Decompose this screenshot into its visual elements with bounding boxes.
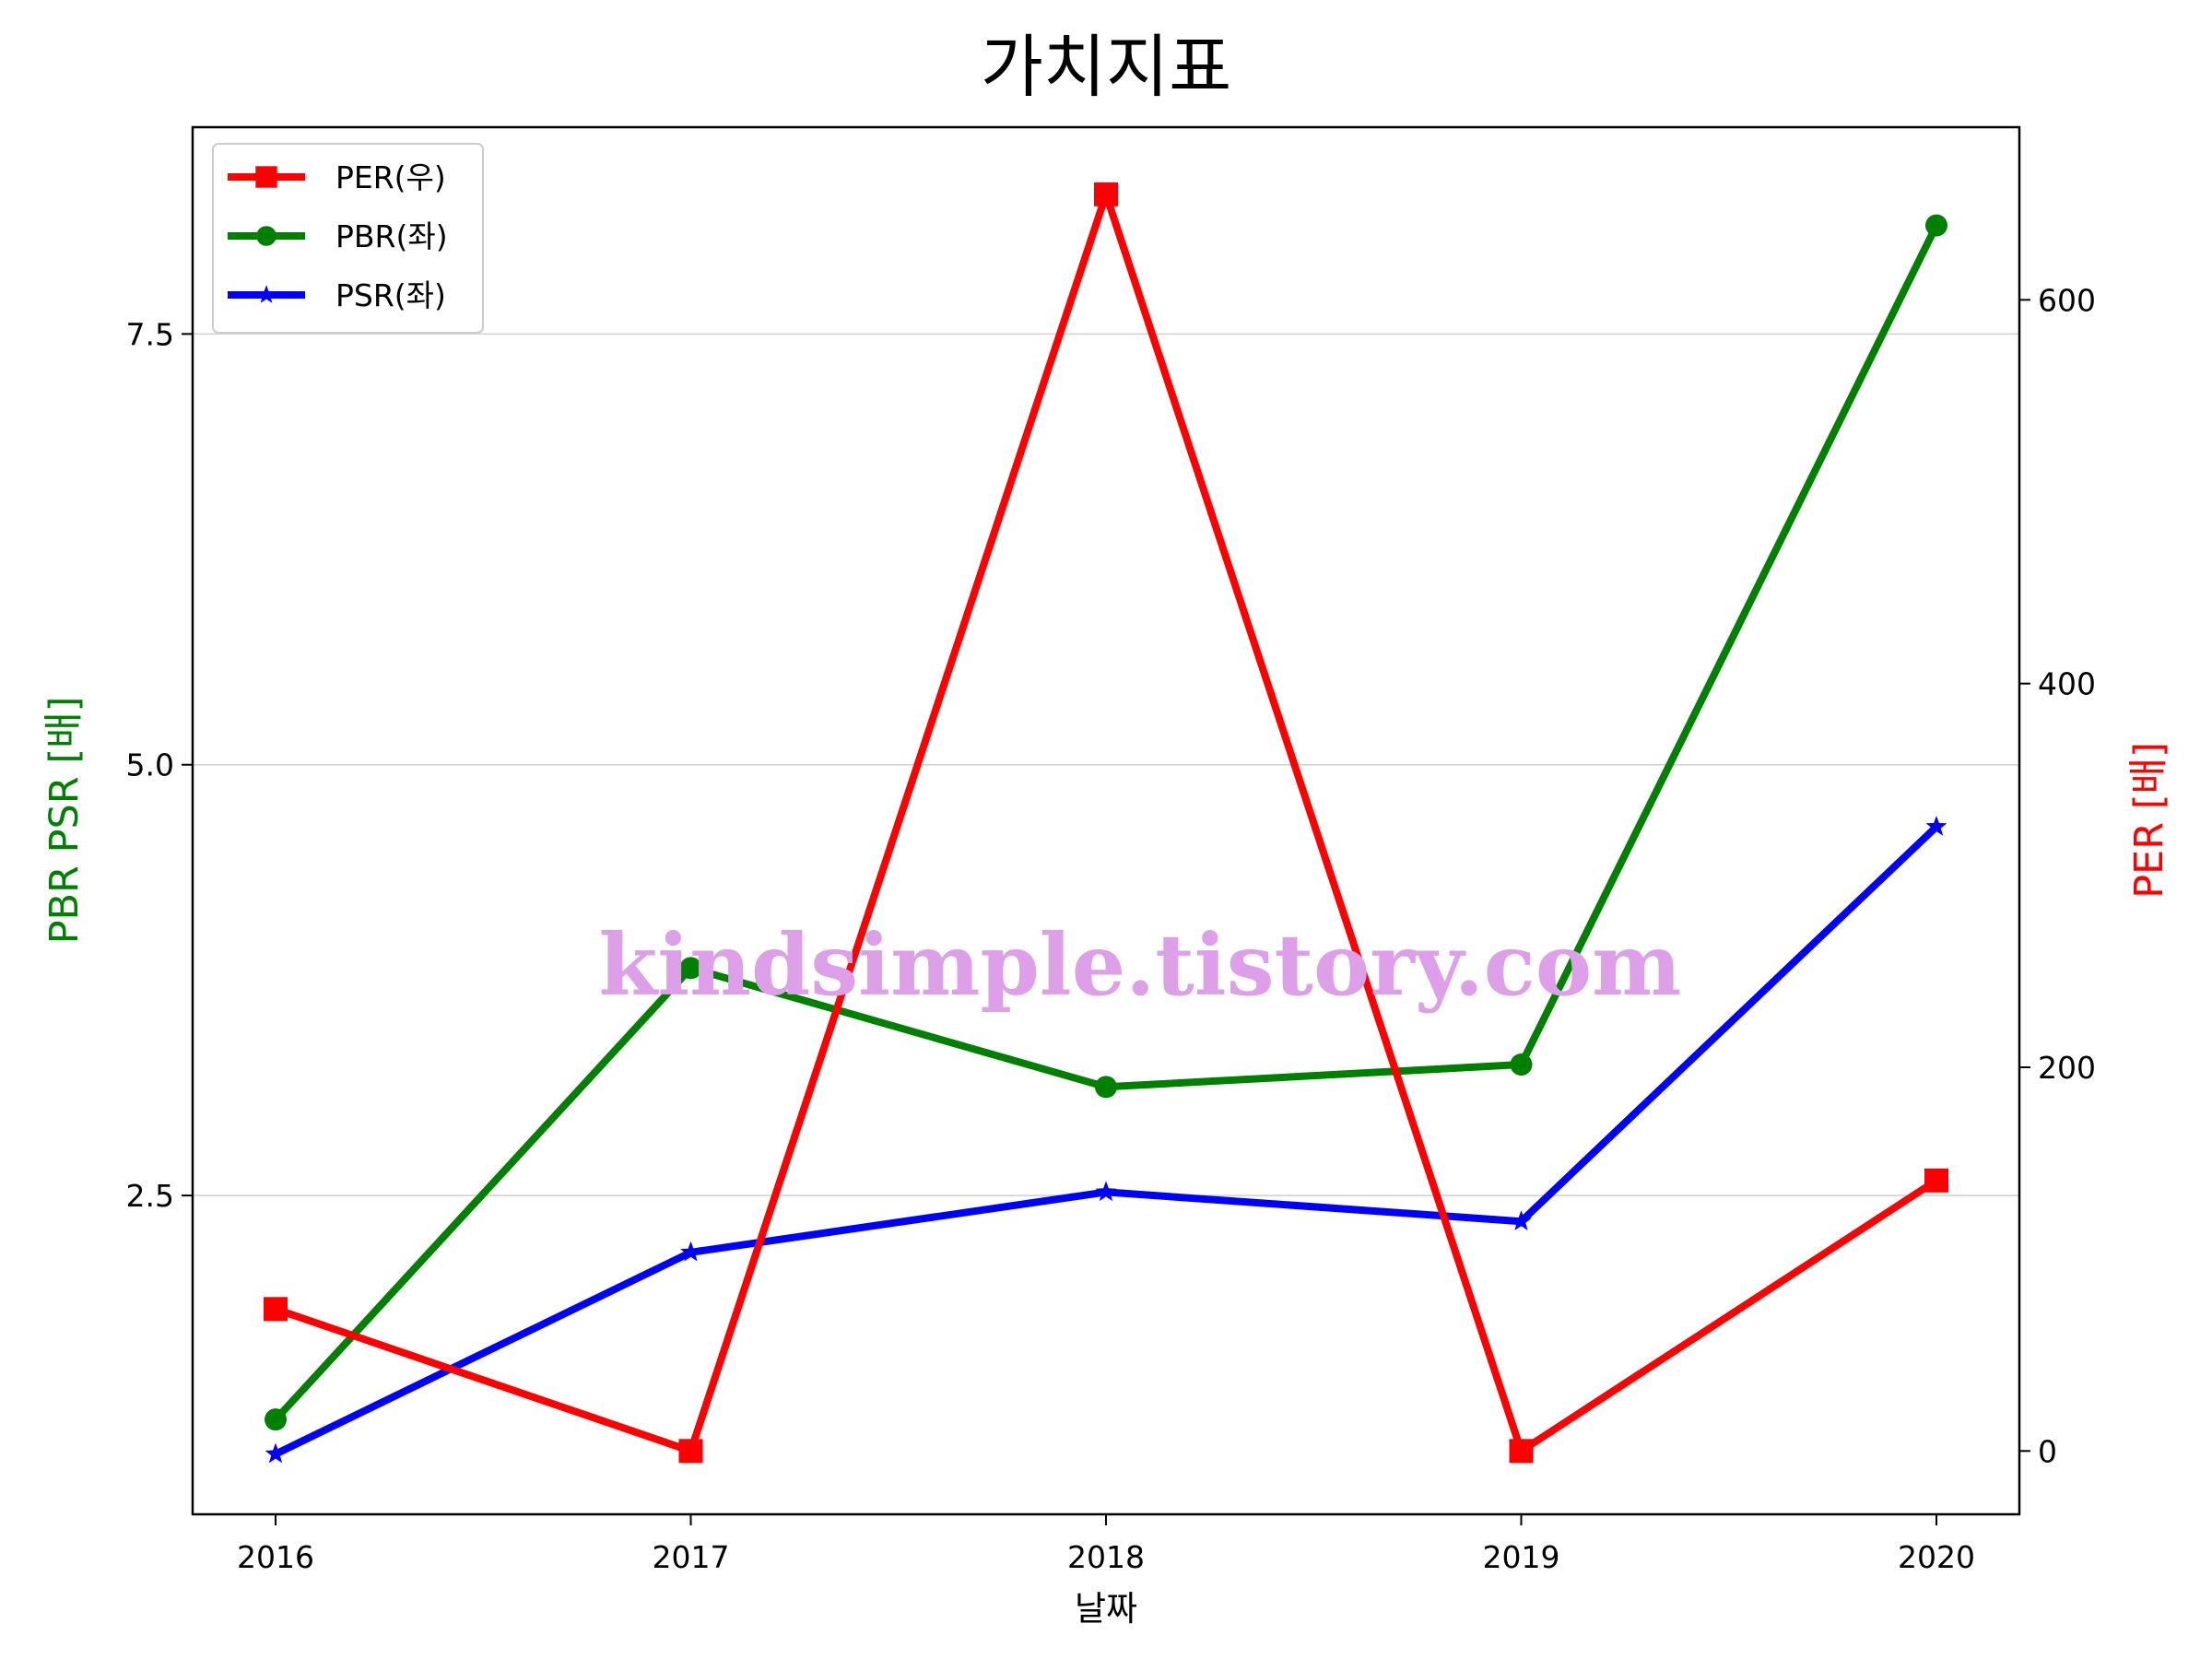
x-tick-label: 2018 xyxy=(1067,1539,1145,1575)
x-tick-label: 2019 xyxy=(1483,1539,1560,1575)
x-tick-label: 2016 xyxy=(237,1539,314,1575)
right-y-tick-label: 600 xyxy=(2038,282,2096,318)
right-y-tick-label: 0 xyxy=(2038,1433,2057,1469)
series-square xyxy=(264,182,1948,1464)
data-point xyxy=(1509,1439,1534,1464)
data-point xyxy=(265,1408,287,1431)
legend-entry: PSR(좌) xyxy=(228,277,446,313)
data-point xyxy=(678,1439,703,1464)
left-y-tick-label: 5.0 xyxy=(126,747,174,783)
legend-entry: PBR(좌) xyxy=(228,218,448,254)
watermark-group: kindsimple.tistory.com xyxy=(598,915,1681,1015)
watermark-text: kindsimple.tistory.com xyxy=(598,915,1681,1015)
series-circle xyxy=(265,214,1947,1431)
legend-entry: PER(우) xyxy=(228,159,446,195)
data-point xyxy=(680,1241,701,1262)
legend-marker xyxy=(256,226,276,246)
legend-label: PSR(좌) xyxy=(335,277,446,313)
data-point xyxy=(679,957,702,980)
data-point xyxy=(1095,1076,1117,1099)
data-point xyxy=(1511,1210,1532,1230)
right-y-axis: 0 200 400 600 xyxy=(2019,282,2096,1469)
legend-label: PBR(좌) xyxy=(335,218,448,254)
left-y-axis: 2.5 5.0 7.5 xyxy=(126,316,193,1214)
data-point xyxy=(1925,214,1947,237)
series-group xyxy=(264,182,1948,1464)
legend-marker xyxy=(256,285,276,303)
data-point xyxy=(1094,182,1118,206)
series-star xyxy=(265,816,1947,1464)
left-y-tick-label: 2.5 xyxy=(126,1178,174,1214)
x-tick-label: 2017 xyxy=(653,1539,730,1575)
right-y-tick-label: 200 xyxy=(2038,1050,2096,1086)
left-y-axis-label: PBR PSR [배] xyxy=(41,697,88,945)
legend-label: PER(우) xyxy=(335,159,446,195)
legend-marker xyxy=(255,166,277,188)
right-y-axis-label: PER [배] xyxy=(2126,742,2172,899)
left-y-tick-label: 7.5 xyxy=(126,316,174,352)
x-tick-label: 2020 xyxy=(1898,1539,1975,1575)
data-point xyxy=(1925,816,1947,836)
legend-box xyxy=(212,143,484,334)
x-axis-label: 날짜 xyxy=(1075,1589,1137,1629)
data-point xyxy=(1095,1181,1117,1202)
data-point xyxy=(265,1442,287,1464)
x-axis: 2016 2017 2018 2019 2020 xyxy=(237,1514,1975,1575)
data-point xyxy=(1924,1168,1948,1193)
chart-title: 가치지표 xyxy=(981,28,1231,107)
legend: PER(우) PBR(좌) PSR(좌) xyxy=(212,143,484,334)
data-point xyxy=(1510,1053,1533,1077)
data-point xyxy=(264,1297,288,1322)
right-y-tick-label: 400 xyxy=(2038,666,2096,702)
